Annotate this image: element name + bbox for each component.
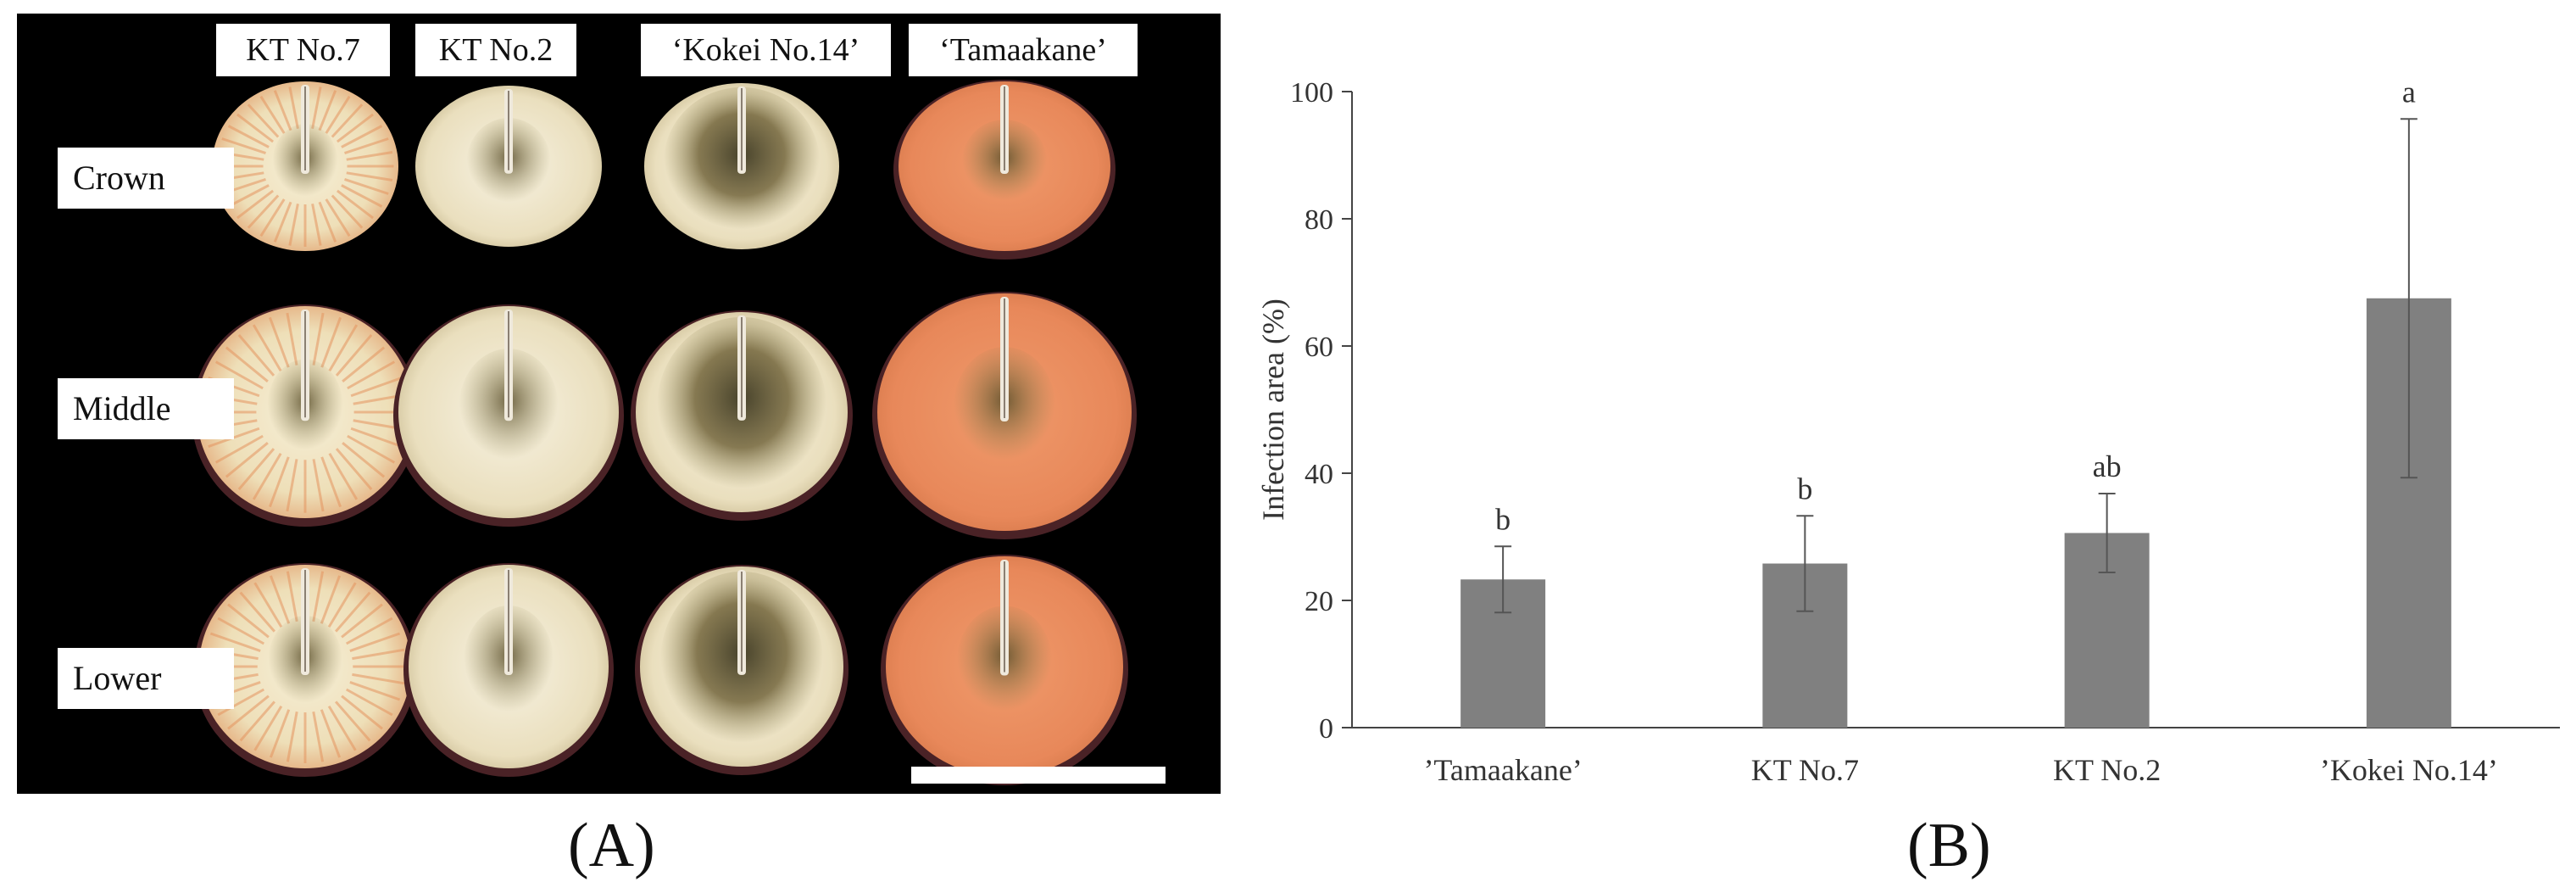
tuber-kt2-crown: [415, 86, 602, 247]
y-tick-label: 60: [1305, 332, 1333, 363]
row-label-crown: Crown: [58, 148, 234, 209]
y-tick-label: 100: [1290, 77, 1333, 109]
scale-bar: [911, 767, 1166, 784]
y-tick-label: 0: [1319, 713, 1333, 745]
y-tick-label: 80: [1305, 204, 1333, 236]
tuber-kt2-lower: [403, 563, 614, 777]
significance-label: b: [1797, 472, 1812, 505]
photo-panel: KT No.7 KT No.2 ‘Kokei No.14’ ‘Tamaakane…: [17, 14, 1221, 794]
tuber-tamaakane-lower: [881, 555, 1128, 785]
tuber-kokei14-middle: [631, 310, 853, 521]
panel-a-label: (A): [568, 811, 655, 880]
sweet-potato-photo: [192, 80, 1137, 785]
column-label-kokei14: ‘Kokei No.14’: [641, 24, 891, 76]
column-label-tamaakane: ‘Tamaakane’: [909, 24, 1138, 76]
significance-label: a: [2402, 75, 2416, 109]
column-label-kt7: KT No.7: [216, 24, 390, 76]
y-axis-label: Infection area (%): [1256, 299, 1290, 521]
tuber-kokei14-lower: [635, 565, 848, 775]
tuber-kt2-middle: [393, 304, 624, 527]
x-tick-label: ’Tamaakane’: [1423, 753, 1582, 787]
tuber-kokei14-crown: [644, 83, 839, 249]
column-label-kt2: KT No.2: [415, 24, 576, 76]
tuber-kt7-middle: [192, 304, 419, 527]
x-tick-label: KT No.7: [1751, 753, 1859, 787]
x-tick-label: ’Kokei No.14’: [2320, 753, 2498, 787]
row-label-lower: Lower: [58, 648, 234, 709]
significance-label: ab: [2093, 449, 2122, 483]
tuber-kt7-crown: [212, 81, 398, 251]
tuber-tamaakane-crown: [893, 80, 1116, 260]
significance-label: b: [1495, 502, 1511, 536]
bar-chart-svg: 0 20 40 60 80 100 Infection area (%) b ’Tamaaka…: [1256, 75, 2560, 787]
tuber-tamaakane-middle: [872, 292, 1137, 539]
y-tick-label: 20: [1305, 586, 1333, 617]
panel-b-label: (B): [1907, 811, 1991, 880]
y-tick-label: 40: [1305, 459, 1333, 490]
row-label-middle: Middle: [58, 378, 234, 439]
x-tick-label: KT No.2: [2053, 753, 2161, 787]
bar-chart: 0 20 40 60 80 100 Infection area (%) b ’Tamaaka…: [1229, 0, 2576, 814]
